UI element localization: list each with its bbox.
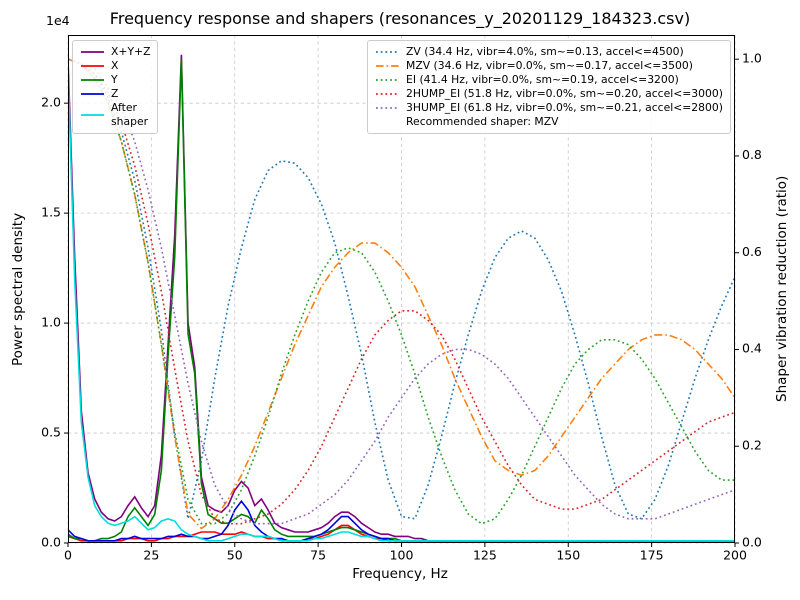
line-swatch-icon: [376, 51, 400, 53]
legend-item: Z: [80, 87, 150, 101]
y-left-axis-label: Power spectral density: [10, 212, 26, 366]
legend-item: After shaper: [80, 101, 150, 129]
line-swatch-icon: [81, 114, 104, 117]
line-swatch-icon: [81, 79, 104, 81]
legend-shapers: ZV (34.4 Hz, vibr=4.0%, sm~=0.13, accel<…: [367, 40, 731, 135]
line-swatch-icon: [81, 51, 104, 53]
legend-item: Y: [80, 73, 150, 87]
legend-item-label: Z: [111, 87, 119, 101]
legend-item-label: 3HUMP_EI (61.8 Hz, vibr=0.0%, sm~=0.21, …: [406, 101, 723, 115]
legend-item-label: 2HUMP_EI (51.8 Hz, vibr=0.0%, sm~=0.20, …: [406, 87, 723, 101]
y-left-offset-label: 1e4: [46, 13, 70, 28]
legend-item-label: Y: [111, 73, 118, 87]
legend-item-label: EI (41.4 Hz, vibr=0.0%, sm~=0.19, accel<…: [406, 73, 679, 87]
line-swatch-icon: [376, 93, 400, 95]
legend-item-label: MZV (34.6 Hz, vibr=0.0%, sm~=0.17, accel…: [406, 59, 693, 73]
legend-item: 3HUMP_EI (61.8 Hz, vibr=0.0%, sm~=0.21, …: [375, 101, 723, 115]
legend-item: MZV (34.6 Hz, vibr=0.0%, sm~=0.17, accel…: [375, 59, 723, 73]
line-swatch-icon: [376, 65, 400, 67]
chart-title: Frequency response and shapers (resonanc…: [109, 9, 691, 28]
legend-item: ZV (34.4 Hz, vibr=4.0%, sm~=0.13, accel<…: [375, 45, 723, 59]
x-axis-label: Frequency, Hz: [352, 566, 448, 582]
legend-item-label: X+Y+Z: [111, 45, 151, 58]
line-swatch-icon: [81, 65, 104, 67]
legend-shaper-rows: ZV (34.4 Hz, vibr=4.0%, sm~=0.13, accel<…: [375, 45, 723, 115]
legend-item-label: After shaper: [111, 101, 149, 129]
legend-item-label: ZV (34.4 Hz, vibr=4.0%, sm~=0.13, accel<…: [406, 45, 684, 58]
legend-item-label: X: [111, 59, 119, 73]
legend-recommended-note: Recommended shaper: MZV: [406, 115, 559, 129]
legend-item: X: [80, 59, 150, 73]
line-swatch-icon: [81, 93, 104, 95]
legend-item: 2HUMP_EI (51.8 Hz, vibr=0.0%, sm~=0.20, …: [375, 87, 723, 101]
legend-item: X+Y+Z: [80, 45, 150, 59]
y-right-axis-label: Shaper vibration reduction (ratio): [774, 175, 790, 403]
legend-psd: X+Y+Z X Y Z After shaper: [72, 40, 159, 135]
line-swatch-icon: [376, 79, 400, 81]
legend-item: EI (41.4 Hz, vibr=0.0%, sm~=0.19, accel<…: [375, 73, 723, 87]
line-swatch-icon: [376, 107, 400, 109]
